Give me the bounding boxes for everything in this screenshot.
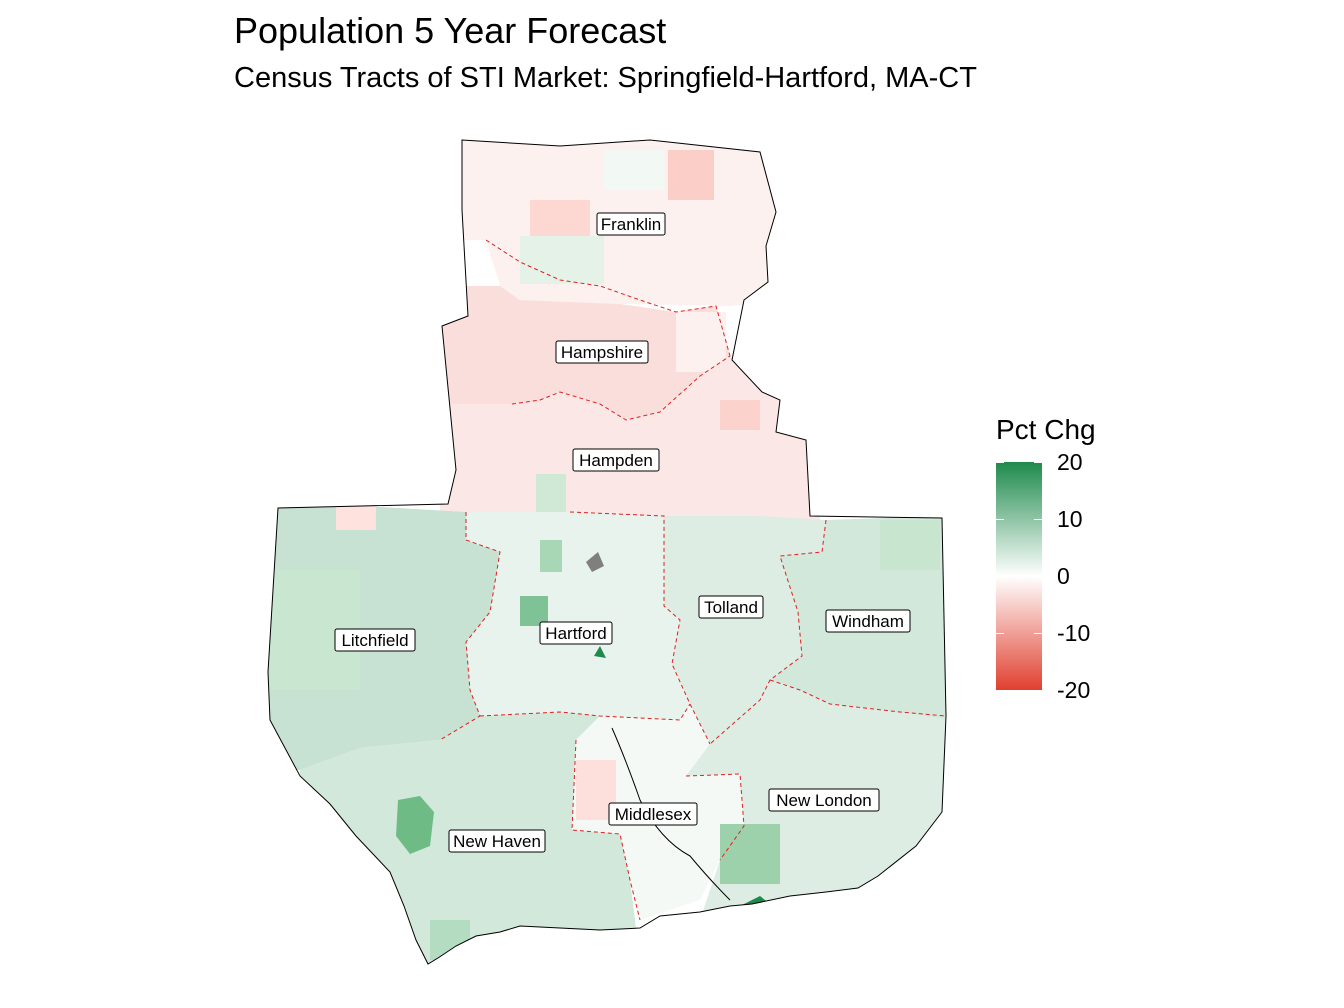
legend-tick-mark xyxy=(1034,462,1042,463)
county-hampden xyxy=(440,356,820,520)
county-borders xyxy=(439,239,947,921)
label-hampden: Hampden xyxy=(572,448,660,472)
svg-text:Hampden: Hampden xyxy=(579,451,653,470)
county-border xyxy=(571,739,641,921)
svg-text:New Haven: New Haven xyxy=(453,832,541,851)
county-labels: Franklin Hampshire Hampden Litchfield Ha… xyxy=(334,212,911,853)
svg-text:Hartford: Hartford xyxy=(545,624,606,643)
tract xyxy=(676,312,726,372)
tract xyxy=(396,796,434,854)
tract xyxy=(594,646,606,658)
tract xyxy=(520,596,548,626)
county-border xyxy=(511,355,731,421)
label-hampshire: Hampshire xyxy=(555,340,649,364)
county-border xyxy=(485,239,731,357)
tract xyxy=(536,474,566,514)
county-tolland xyxy=(664,516,826,744)
legend-tick-mark xyxy=(996,633,1004,634)
tract-missing xyxy=(586,552,604,572)
svg-text:Hampshire: Hampshire xyxy=(561,343,643,362)
legend-tick-mark xyxy=(996,690,1004,691)
svg-text:Tolland: Tolland xyxy=(704,598,758,617)
chart-subtitle: Census Tracts of STI Market: Springfield… xyxy=(234,62,977,94)
legend-tick-label: 10 xyxy=(1057,506,1083,532)
county-border xyxy=(685,773,745,861)
legend-tick-label: -20 xyxy=(1057,677,1091,703)
label-middlesex: Middlesex xyxy=(608,802,698,826)
connecticut-river xyxy=(611,727,731,901)
tract xyxy=(604,150,664,190)
legend-tick-label: 0 xyxy=(1057,563,1070,589)
label-franklin: Franklin xyxy=(596,212,666,236)
county-border xyxy=(709,519,827,745)
tract xyxy=(540,540,562,572)
legend-tick-label: 20 xyxy=(1057,449,1083,475)
tract xyxy=(880,520,940,570)
legend-tick-mark xyxy=(1034,576,1042,577)
tract xyxy=(668,150,714,200)
county-border xyxy=(769,679,947,717)
tract xyxy=(336,506,376,530)
legend-tick-mark xyxy=(996,576,1004,577)
county-border xyxy=(569,511,711,745)
label-windham: Windham xyxy=(825,609,911,633)
county-fill-hampden xyxy=(440,356,820,520)
label-litchfield: Litchfield xyxy=(334,628,416,652)
svg-text:Windham: Windham xyxy=(832,612,904,631)
legend-tick-mark xyxy=(1034,690,1042,691)
county-border xyxy=(479,703,691,721)
label-new-haven: New Haven xyxy=(448,829,546,853)
svg-text:Franklin: Franklin xyxy=(601,215,661,234)
svg-text:Middlesex: Middlesex xyxy=(615,805,692,824)
county-fill-tolland xyxy=(664,516,826,744)
svg-text:Litchfield: Litchfield xyxy=(341,631,408,650)
legend-tick-mark xyxy=(996,519,1004,520)
county-border xyxy=(439,512,501,741)
county-fill-hartford xyxy=(466,512,690,720)
tract xyxy=(530,200,590,236)
svg-text:New London: New London xyxy=(776,791,871,810)
label-tolland: Tolland xyxy=(698,595,764,619)
label-new-london: New London xyxy=(768,788,880,812)
chart-title: Population 5 Year Forecast xyxy=(234,10,667,51)
tract xyxy=(720,400,760,430)
legend-tick-mark xyxy=(1034,633,1042,634)
label-hartford: Hartford xyxy=(539,621,613,645)
county-hartford xyxy=(466,512,690,720)
legend-title: Pct Chg xyxy=(996,414,1096,445)
legend-tick-label: -10 xyxy=(1057,620,1091,646)
tract xyxy=(720,824,780,884)
tract xyxy=(520,236,604,284)
legend-tick-mark xyxy=(1034,519,1042,520)
tract xyxy=(430,920,470,960)
legend-tick-mark xyxy=(996,462,1004,463)
